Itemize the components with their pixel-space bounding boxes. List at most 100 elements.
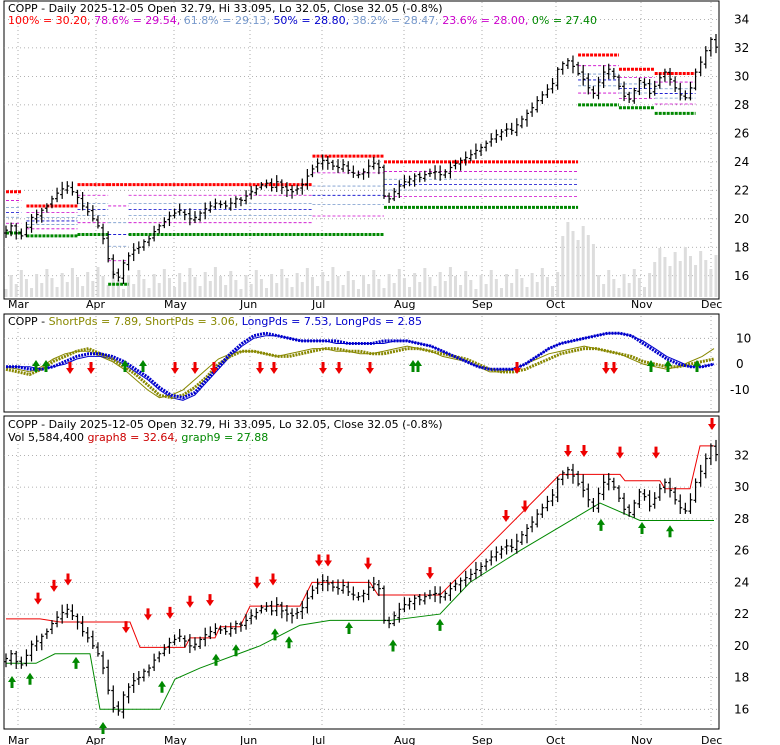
price-bar xyxy=(392,187,397,202)
price-bar xyxy=(279,179,284,195)
price-bar xyxy=(274,175,279,193)
panel-frame xyxy=(3,415,720,730)
volume-bar xyxy=(627,283,631,297)
price-bar xyxy=(65,181,70,194)
price-bar xyxy=(167,211,172,227)
price-bar xyxy=(182,209,187,221)
price-bar xyxy=(269,178,274,192)
price-bar xyxy=(95,642,100,657)
price-bar xyxy=(673,76,678,92)
buy-signal-arrow xyxy=(666,525,674,538)
price-bar xyxy=(637,488,642,509)
price-bar xyxy=(596,76,601,100)
price-bar xyxy=(397,602,402,623)
y-tick-label: -10 xyxy=(730,383,750,397)
price-bar xyxy=(366,159,371,178)
price-bar xyxy=(346,161,351,175)
x-tick-label: Jul xyxy=(311,298,325,311)
sell-signal-arrow xyxy=(256,362,264,374)
price-bar xyxy=(300,178,305,195)
price-bar xyxy=(525,524,530,544)
volume-bar xyxy=(331,267,335,297)
x-tick-label: Dec xyxy=(701,734,722,745)
price-bar xyxy=(652,492,657,509)
price-bar xyxy=(463,570,468,587)
volume-bar xyxy=(203,272,207,297)
volume-bar xyxy=(249,284,253,297)
volume-bar xyxy=(55,287,59,297)
x-tick-label: Jun xyxy=(239,734,257,745)
buy-signal-arrow xyxy=(693,360,701,372)
sell-signal-arrow xyxy=(87,362,95,374)
trail-lines xyxy=(6,445,714,710)
price-bar xyxy=(198,210,203,222)
price-bar xyxy=(65,603,70,618)
volume-bar xyxy=(183,282,187,297)
price-bar xyxy=(126,683,131,704)
buy-signal-arrow xyxy=(26,672,34,685)
price-bar xyxy=(387,192,392,203)
fib-0-label: 0% = 27.40 xyxy=(532,14,597,27)
y-axis-labels: 10 0 -10 xyxy=(730,331,751,397)
price-bar xyxy=(55,187,60,203)
price-bar xyxy=(70,604,75,621)
y-tick-label: 28 xyxy=(734,512,749,526)
price-bar xyxy=(101,651,106,675)
sell-signal-arrow xyxy=(564,444,572,457)
price-bar xyxy=(80,191,85,211)
price-bar xyxy=(152,225,157,242)
price-bar xyxy=(443,590,448,601)
price-bar xyxy=(494,129,499,143)
volume-bar xyxy=(193,277,197,297)
price-bar xyxy=(330,580,335,592)
price-bar xyxy=(177,203,182,216)
buy-signal-arrow xyxy=(664,360,672,372)
price-bar xyxy=(208,626,213,640)
price-bar xyxy=(647,79,652,99)
price-bar xyxy=(433,165,438,180)
price-bar xyxy=(438,165,443,181)
price-bar xyxy=(601,474,606,501)
sell-signal-arrow xyxy=(521,500,529,513)
buy-signal-arrow xyxy=(42,360,50,372)
volume-bar xyxy=(285,278,289,297)
price-bar xyxy=(172,208,177,219)
volume-bar xyxy=(535,282,539,297)
buy-signal-arrow xyxy=(99,722,107,734)
price-bar xyxy=(453,580,458,591)
volume-bar xyxy=(392,283,396,297)
price-bar xyxy=(433,586,438,603)
x-tick-label: May xyxy=(164,298,187,311)
price-bar xyxy=(356,170,361,179)
price-bar xyxy=(535,96,540,113)
price-bar xyxy=(116,701,121,716)
volume-bar xyxy=(505,274,509,297)
price-bar xyxy=(489,550,494,566)
price-bar xyxy=(290,185,295,199)
price-bar xyxy=(540,503,545,518)
price-bar xyxy=(90,205,95,222)
price-bar xyxy=(141,239,146,251)
volume-bar xyxy=(178,273,182,297)
price-bar xyxy=(24,221,29,238)
volume-bar xyxy=(259,279,263,297)
fib-legend: 100% = 30.20, 78.6% = 29.54, 61.8% = 29.… xyxy=(8,14,597,27)
price-bar xyxy=(438,586,443,604)
volume-bar xyxy=(433,286,437,297)
price-bar xyxy=(484,558,489,571)
price-bar xyxy=(95,215,100,229)
price-bar xyxy=(468,149,473,162)
y-tick-label: 18 xyxy=(734,240,749,254)
price-bar xyxy=(468,568,473,582)
sell-signal-arrow xyxy=(50,579,58,592)
sell-signal-arrow xyxy=(335,362,343,374)
sell-signal-arrow xyxy=(206,594,214,607)
oscillator-signals xyxy=(32,360,701,374)
price-bar xyxy=(300,600,305,619)
price-bar xyxy=(19,656,24,669)
price-bar xyxy=(152,653,157,672)
volume-bar xyxy=(413,273,417,297)
price-bar xyxy=(70,181,75,196)
